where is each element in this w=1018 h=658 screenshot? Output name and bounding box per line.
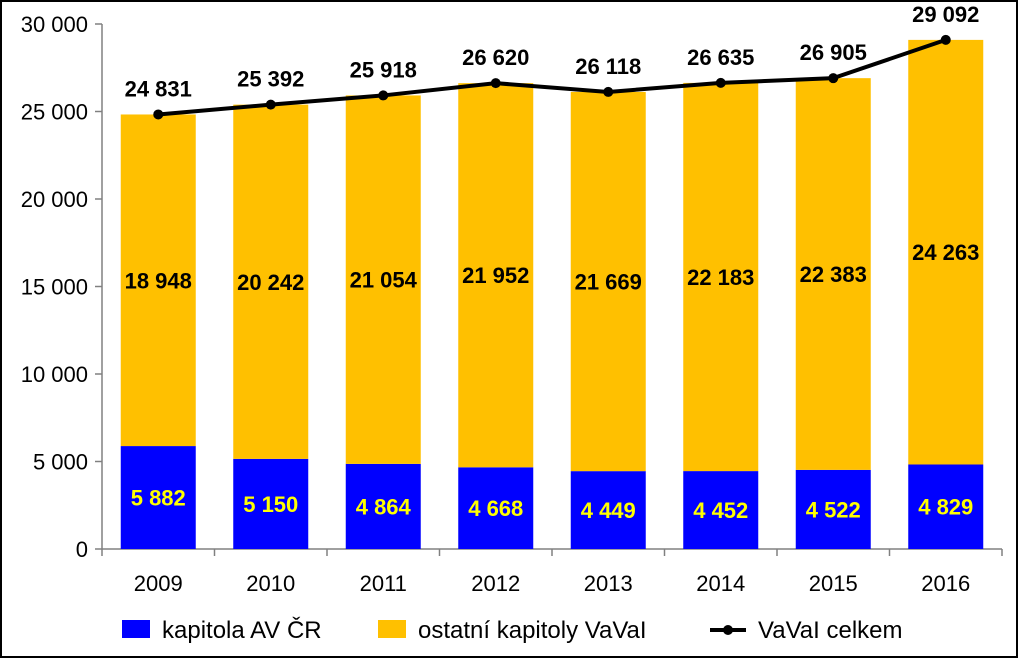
data-label-ostatni-kapitoly: 18 948	[125, 268, 192, 293]
legend-vavai-celkem: VaVaI celkem	[710, 617, 903, 644]
data-label-vavai-celkem: 25 918	[350, 57, 417, 82]
bar-kapitola-av-cr	[458, 467, 534, 549]
legend-label: VaVaI celkem	[758, 617, 903, 644]
bar-ostatni-kapitoly	[908, 39, 984, 465]
line-vavai-celkem	[158, 37, 947, 117]
line-point-vavai-celkem	[265, 99, 276, 110]
line-point-vavai-celkem	[153, 109, 164, 120]
data-label-kapitola-av-cr: 4 452	[693, 498, 748, 523]
x-tick-label: 2010	[246, 571, 295, 596]
data-label-vavai-celkem: 25 392	[237, 67, 304, 92]
legend-swatch-marker	[723, 625, 733, 635]
data-label-vavai-celkem: 26 620	[462, 45, 529, 70]
x-tick-label: 2015	[809, 571, 858, 596]
y-tick-label: 5 000	[33, 450, 88, 475]
data-label-ostatni-kapitoly: 24 263	[912, 240, 979, 265]
bar-kapitola-av-cr	[570, 471, 646, 549]
line-point-vavai-celkem	[603, 86, 614, 97]
y-tick-label: 20 000	[21, 187, 88, 212]
bar-kapitola-av-cr	[908, 464, 984, 549]
x-tick-label: 2012	[471, 571, 520, 596]
data-label-kapitola-av-cr: 4 829	[918, 495, 973, 520]
data-label-vavai-celkem: 26 118	[575, 54, 641, 79]
data-label-kapitola-av-cr: 4 864	[356, 494, 412, 519]
legend-kapitola-av-cr: kapitola AV ČR	[122, 616, 322, 644]
bar-kapitola-av-cr	[345, 463, 421, 549]
legend-ostatni-kapitoly: ostatní kapitoly VaVaI	[378, 617, 647, 644]
data-label-ostatni-kapitoly: 22 383	[800, 262, 867, 287]
line-point-vavai-celkem	[828, 73, 839, 84]
data-label-kapitola-av-cr: 4 668	[468, 496, 523, 521]
data-label-ostatni-kapitoly: 20 242	[237, 270, 304, 295]
x-tick-label: 2016	[921, 571, 970, 596]
bar-kapitola-av-cr	[233, 458, 309, 549]
x-axis: 2009 2010 2011 2012 2013 2014 2015 2016	[101, 548, 1003, 596]
data-labels: 5 882 18 948 5 150 20 242 4 864 21 054 4 668 21…	[125, 2, 980, 523]
x-tick-label: 2014	[696, 571, 745, 596]
data-label-kapitola-av-cr: 5 150	[243, 492, 298, 517]
x-tick-label: 2013	[584, 571, 633, 596]
x-tick-label: 2011	[360, 571, 407, 596]
y-tick-label: 0	[76, 537, 88, 562]
x-tick-label: 2009	[134, 571, 183, 596]
bar-ostatni-kapitoly	[795, 78, 871, 470]
bar-kapitola-av-cr	[683, 471, 759, 549]
y-tick-label: 30 000	[21, 12, 88, 37]
legend: kapitola AV ČR ostatní kapitoly VaVaI VaVa…	[122, 616, 903, 644]
y-axis: 0 5 000 10 000 15 000 20 000 25 000 30 000	[21, 12, 103, 562]
data-label-kapitola-av-cr: 5 882	[131, 486, 186, 511]
data-label-kapitola-av-cr: 4 449	[581, 498, 636, 523]
bars	[120, 39, 984, 549]
bar-ostatni-kapitoly	[683, 82, 759, 472]
data-label-kapitola-av-cr: 4 522	[806, 497, 861, 522]
y-tick-label: 25 000	[21, 100, 88, 125]
legend-label: kapitola AV ČR	[162, 616, 322, 644]
bar-kapitola-av-cr	[795, 469, 871, 549]
line-point-vavai-celkem	[490, 78, 501, 89]
data-label-vavai-celkem: 24 831	[125, 76, 192, 101]
legend-swatch	[122, 620, 150, 638]
legend-swatch	[378, 620, 406, 638]
bar-ostatni-kapitoly	[345, 95, 421, 464]
line-point-vavai-celkem	[940, 34, 951, 45]
data-label-ostatni-kapitoly: 22 183	[687, 265, 754, 290]
y-tick-label: 15 000	[21, 275, 88, 300]
bar-ostatni-kapitoly	[458, 83, 534, 468]
data-label-vavai-celkem: 26 635	[687, 45, 754, 70]
bar-ostatni-kapitoly	[570, 91, 646, 472]
bar-ostatni-kapitoly	[233, 104, 309, 459]
data-label-vavai-celkem: 29 092	[912, 2, 979, 27]
data-label-vavai-celkem: 26 905	[800, 40, 867, 65]
bar-ostatni-kapitoly	[120, 114, 196, 447]
line-point-vavai-celkem	[378, 90, 389, 101]
line-point-vavai-celkem	[715, 77, 726, 88]
data-label-ostatni-kapitoly: 21 669	[575, 270, 642, 295]
data-label-ostatni-kapitoly: 21 952	[462, 263, 529, 288]
y-tick-label: 10 000	[21, 362, 88, 387]
data-label-ostatni-kapitoly: 21 054	[350, 268, 418, 293]
bar-kapitola-av-cr	[120, 446, 196, 549]
legend-label: ostatní kapitoly VaVaI	[418, 617, 647, 644]
total-line	[153, 34, 951, 120]
